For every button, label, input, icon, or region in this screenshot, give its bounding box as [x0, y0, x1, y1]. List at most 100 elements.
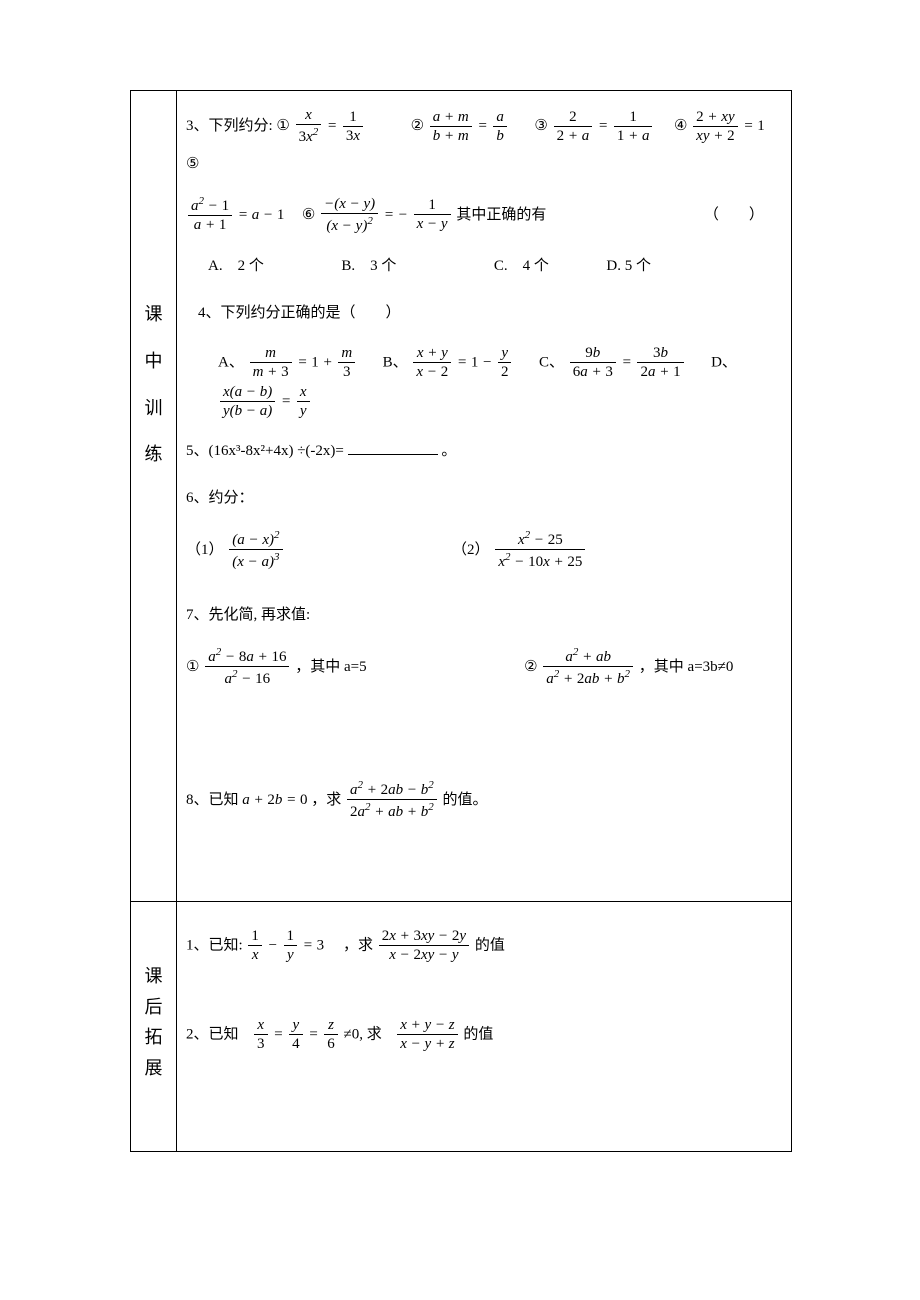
side-char: 课: [131, 961, 176, 992]
problem-3-line2: a2 − 1a + 1 = a − 1 ⑥ −(x − y)(x − y)2 =…: [186, 195, 781, 237]
frac: 22 + a: [554, 108, 593, 147]
eq: =: [281, 393, 295, 409]
frac: mm + 3: [250, 344, 292, 383]
frac: 2 + xyxy + 2: [693, 108, 737, 147]
frac: a2 + aba2 + 2ab + b2: [543, 646, 633, 690]
p4-lead: 4、下列约分正确的是（ ）: [198, 305, 401, 321]
side-label-section2: 课 后 拓 展: [131, 961, 176, 1083]
p7-s2: ②: [524, 651, 537, 684]
p7-s1tail: ，其中 a=5: [295, 659, 366, 675]
e2-mid: ≠0, 求: [344, 1026, 382, 1042]
frac: a2 + 2ab − b22a2 + ab + b2: [347, 779, 437, 823]
circ-1: ①: [276, 110, 289, 143]
side-char: 拓: [131, 1022, 176, 1053]
section1-content: 3、下列约分: ① x3x2 = 13x ② a + mb + m = ab ③…: [186, 96, 781, 837]
frac: y2: [498, 344, 512, 383]
opt-c-label: C、: [539, 355, 564, 371]
problem-6-lead: 6、约分：: [186, 482, 781, 515]
frac: 3b2a + 1: [637, 344, 683, 383]
problem-5: 5、(16x³-8x²+4x) ÷(-2x)= 。: [186, 435, 781, 468]
circ-2: ②: [411, 110, 424, 143]
problem-3: 3、下列约分: ① x3x2 = 13x ② a + mb + m = ab ③…: [186, 106, 781, 181]
section2-content: 1、已知: 1x − 1y = 3 ，求 2x + 3xy − 2yx − 2x…: [186, 911, 781, 1068]
problem-8: 8、已知 a + 2b = 0 ，求 a2 + 2ab − b22a2 + ab…: [186, 779, 781, 823]
eq: =: [622, 355, 636, 371]
frac: −(x − y)(x − y)2: [321, 195, 378, 237]
p3-tail: 其中正确的有: [456, 207, 546, 223]
frac: 2x + 3xy − 2yx − 2xy − y: [379, 927, 469, 966]
opt-b: B. 3 个: [341, 258, 396, 274]
frac: ab: [493, 108, 507, 147]
opt-a-label: A、: [218, 355, 244, 371]
frac: 1x − y: [414, 196, 451, 235]
e1-tail: 的值: [475, 938, 505, 954]
side-char: 课: [131, 291, 176, 338]
side-label-section1: 课 中 训 练: [131, 291, 176, 478]
blank-line: [348, 439, 438, 455]
circ-6: ⑥: [302, 199, 315, 232]
problem-7-items: ① a2 − 8a + 16a2 − 16 ，其中 a=5 ② a2 + aba…: [186, 646, 781, 690]
frac: xy: [297, 383, 310, 422]
side-char: 训: [131, 385, 176, 432]
p3-lead: 3、下列约分:: [186, 118, 273, 134]
vertical-divider: [176, 91, 177, 1151]
page: 课 中 训 练 课 后 拓 展 3、下列约分: ① x3x2 = 13x ② a…: [0, 0, 920, 1300]
p6-s2: （2）: [452, 542, 490, 558]
circ-5: ⑤: [186, 148, 199, 181]
eq: =: [327, 118, 341, 134]
frac: (a − x)2(x − a)3: [229, 529, 282, 573]
p7-s2tail: ，其中 a=3b≠0: [639, 659, 734, 675]
frac: 9b6a + 3: [570, 344, 616, 383]
opt-a: A. 2 个: [208, 258, 264, 274]
ext-problem-2: 2、已知 x3 = y4 = z6 ≠0, 求 x + y − zx − y +…: [186, 1016, 781, 1055]
p6-lead: 6、约分：: [186, 490, 254, 506]
frac: x + y − zx − y + z: [397, 1016, 457, 1055]
problem-4-lead: 4、下列约分正确的是（ ）: [198, 297, 781, 330]
e1-mid: ，求: [343, 938, 373, 954]
eq: =: [308, 1026, 322, 1042]
opt-d: D. 5 个: [606, 258, 651, 274]
problem-3-options: A. 2 个 B. 3 个 C. 4 个 D. 5 个: [208, 250, 781, 283]
p3-paren: （ ）: [704, 207, 764, 223]
outer-frame: 课 中 训 练 课 后 拓 展 3、下列约分: ① x3x2 = 13x ② a…: [130, 90, 792, 1152]
p8-lead: 8、已知: [186, 792, 239, 808]
minus: −: [268, 938, 282, 954]
side-char: 展: [131, 1053, 176, 1084]
opt-d-label: D、: [711, 355, 737, 371]
e2-tail: 的值: [463, 1026, 493, 1042]
side-char: 中: [131, 338, 176, 385]
frac: x(a − b)y(b − a): [220, 383, 275, 422]
frac: x3x2: [296, 106, 322, 148]
frac: z6: [324, 1016, 338, 1055]
frac: 11 + a: [614, 108, 653, 147]
circ-4: ④: [674, 110, 687, 143]
problem-7-lead: 7、先化简, 再求值:: [186, 599, 781, 632]
eq: = −: [384, 207, 408, 223]
problem-6-items: （1） (a − x)2(x − a)3 （2） x2 − 25x2 − 10x…: [186, 529, 781, 573]
frac: 1y: [284, 927, 298, 966]
eq: = 1 +: [297, 355, 336, 371]
eq: =: [273, 1026, 287, 1042]
e1-lead: 1、已知:: [186, 938, 243, 954]
side-char: 练: [131, 431, 176, 478]
frac: x3: [254, 1016, 268, 1055]
frac: a2 − 8a + 16a2 − 16: [205, 646, 289, 690]
frac: 1x: [248, 927, 262, 966]
p8-mid2: ，求: [311, 792, 341, 808]
opt-c: C. 4 个: [494, 258, 549, 274]
frac: a2 − 1a + 1: [188, 195, 232, 236]
eq: = a − 1: [238, 207, 285, 223]
p7-s1: ①: [186, 651, 199, 684]
p8-mid: a + 2b = 0: [242, 792, 311, 808]
e2-lead: 2、已知: [186, 1026, 239, 1042]
side-char: 后: [131, 992, 176, 1023]
frac: y4: [289, 1016, 303, 1055]
eq: =: [598, 118, 612, 134]
frac: 13x: [343, 108, 363, 147]
frac: m3: [338, 344, 355, 383]
eq: = 3: [303, 938, 339, 954]
frac: x + yx − 2: [413, 344, 451, 383]
eq: = 1: [743, 118, 764, 134]
opt-b-label: B、: [383, 355, 408, 371]
frac: a + mb + m: [430, 108, 472, 147]
